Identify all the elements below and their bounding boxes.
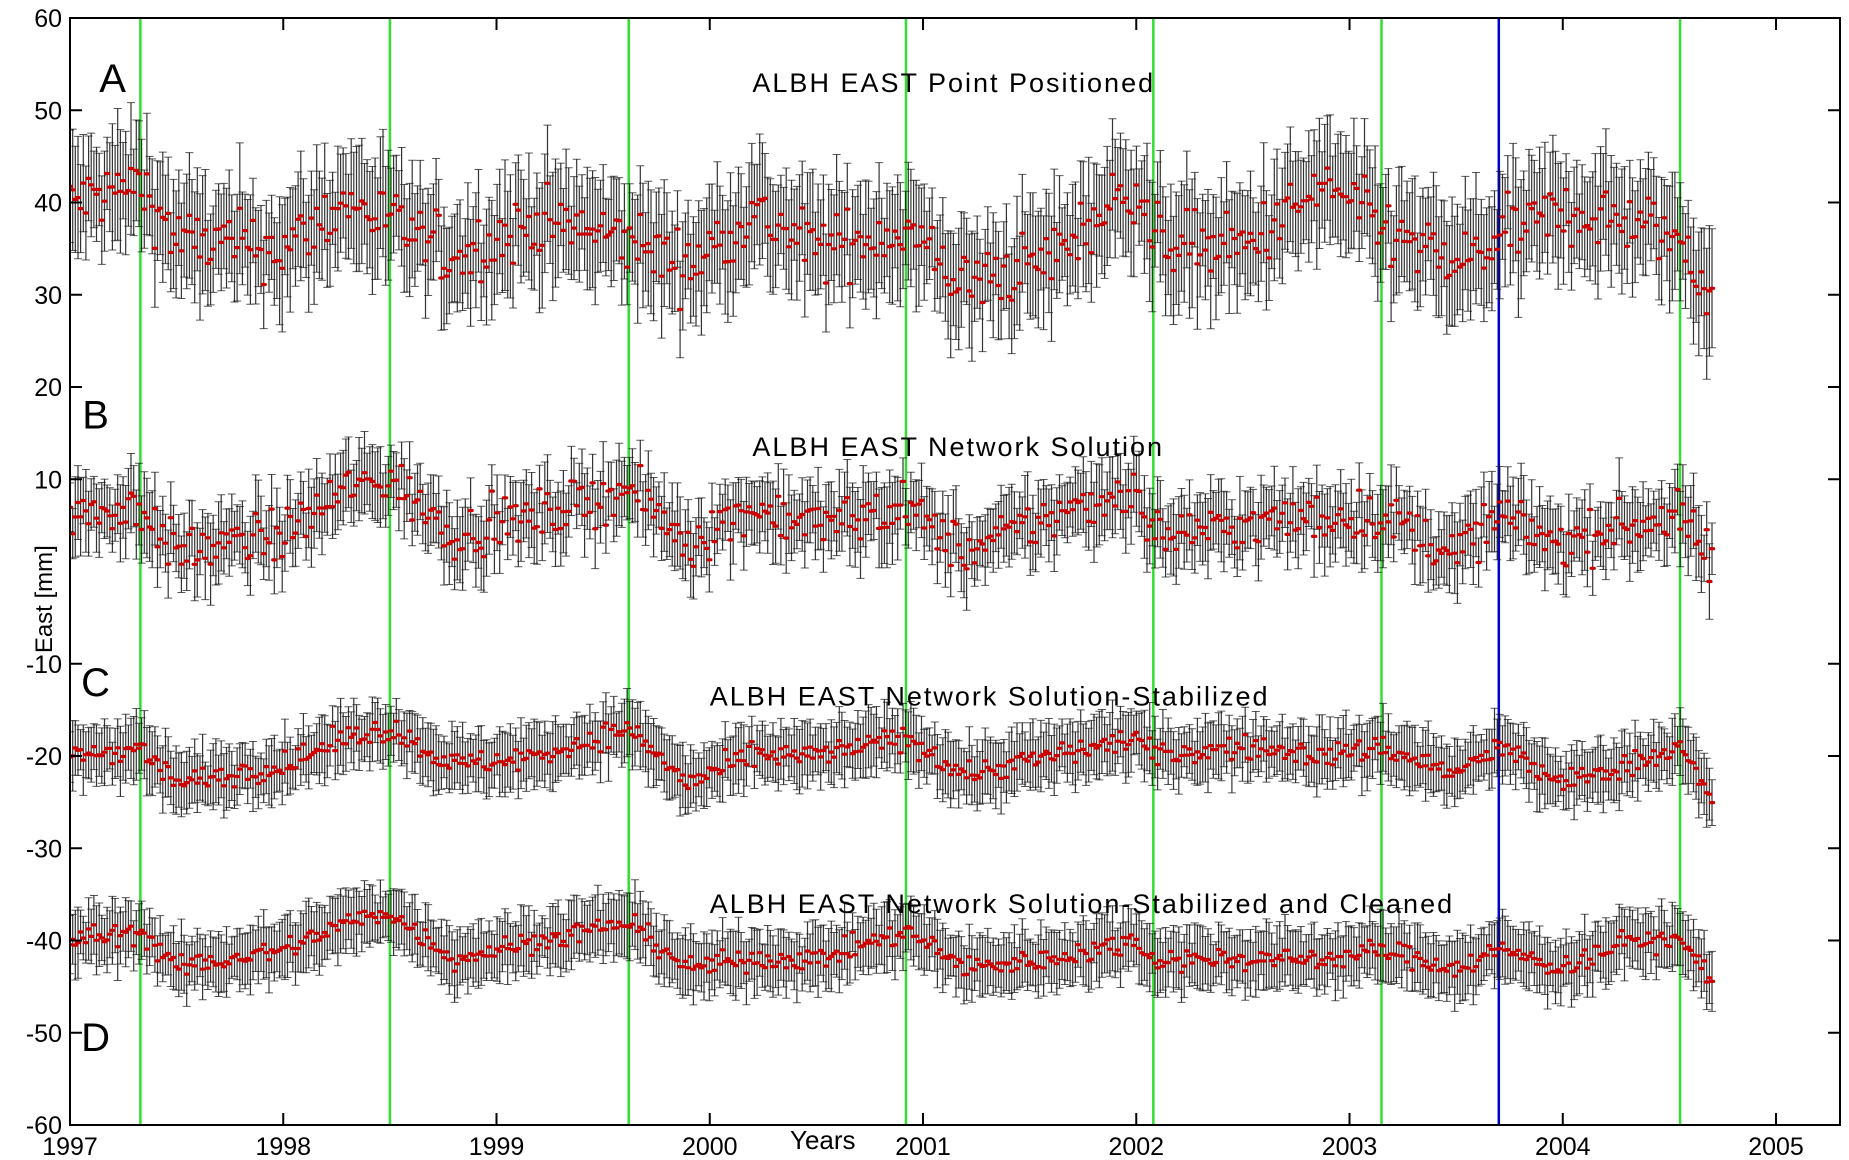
errorbar-caps-D (70, 879, 1716, 1012)
y-tick-label-5: 10 (34, 466, 62, 494)
y-tick-label-0: 60 (34, 5, 62, 33)
errorbar-caps-A (70, 102, 1716, 380)
axis-ticks: 1997 1998 1999 2000 2001 2002 2003 2004 2005 60 50… (26, 5, 1840, 1160)
y-tick-label-4: 20 (34, 374, 62, 402)
x-tick-label-2: 1999 (469, 1133, 525, 1160)
x-tick-label-5: 2002 (1108, 1133, 1164, 1160)
y-tick-label-10: -50 (26, 1020, 62, 1048)
series-C (70, 688, 1716, 828)
panel-letter-A: A (99, 57, 126, 101)
panel-letter-D: D (81, 1016, 110, 1060)
errorbar-caps-B (70, 431, 1716, 620)
x-tick-label-7: 2004 (1535, 1133, 1591, 1160)
panel-title-A: ALBH EAST Point Positioned (752, 68, 1155, 98)
points-B (70, 463, 1716, 584)
panel-title-B: ALBH EAST Network Solution (752, 432, 1164, 462)
points-D (70, 909, 1716, 984)
x-tick-label-6: 2003 (1322, 1133, 1378, 1160)
points-C (70, 719, 1716, 805)
y-tick-label-1: 50 (34, 97, 62, 125)
y-tick-label-9: -40 (26, 928, 62, 956)
panel-letter-B: B (82, 394, 109, 438)
x-tick-label-0: 1997 (42, 1133, 98, 1160)
y-axis-label: East [mm] (31, 545, 58, 653)
series-B (70, 431, 1716, 620)
data-series (70, 102, 1716, 1012)
series-D (70, 879, 1716, 1012)
x-axis-label: Years (790, 1125, 856, 1155)
panel-labels: A ALBH EAST Point Positioned B ALBH EAST Ne… (81, 57, 1454, 1060)
panel-title-C: ALBH EAST Network Solution-Stabilized (710, 681, 1270, 711)
panel-letter-C: C (81, 661, 110, 705)
y-tick-label-6: -10 (26, 651, 62, 679)
x-tick-label-8: 2005 (1748, 1133, 1804, 1160)
y-tick-label-3: 30 (34, 282, 62, 310)
y-tick-label-2: 40 (34, 190, 62, 218)
series-A (70, 102, 1716, 380)
points-A (70, 166, 1716, 316)
y-tick-label-7: -20 (26, 743, 62, 771)
x-tick-label-1: 1998 (255, 1133, 311, 1160)
plot-frame (69, 17, 1841, 1126)
y-tick-label-8: -30 (26, 835, 62, 863)
panel-title-D: ALBH EAST Network Solution-Stabilized an… (710, 889, 1454, 919)
x-tick-label-4: 2001 (895, 1133, 951, 1160)
x-tick-label-3: 2000 (682, 1133, 738, 1160)
y-tick-label-11: -60 (26, 1112, 62, 1140)
errorbar-caps-C (70, 688, 1716, 828)
